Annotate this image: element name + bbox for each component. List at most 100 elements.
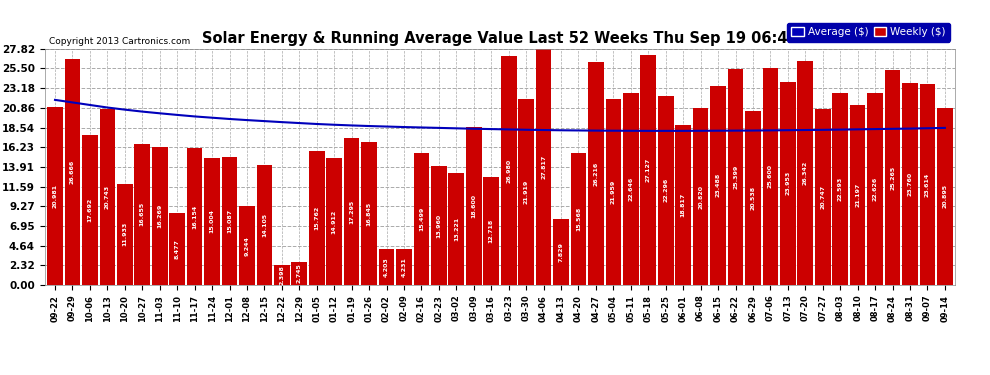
Bar — [536, 49, 551, 285]
Bar — [658, 96, 673, 285]
Bar — [641, 55, 656, 285]
Text: 26.666: 26.666 — [70, 160, 75, 184]
Text: 25.265: 25.265 — [890, 166, 895, 190]
Bar — [48, 107, 63, 285]
Text: 18.817: 18.817 — [681, 193, 686, 217]
Text: 15.762: 15.762 — [314, 206, 319, 230]
Text: 22.646: 22.646 — [629, 177, 634, 201]
Text: 16.154: 16.154 — [192, 204, 197, 228]
Text: 20.895: 20.895 — [942, 184, 947, 209]
Bar — [100, 109, 115, 285]
Bar — [797, 61, 813, 285]
Text: 13.221: 13.221 — [453, 217, 458, 241]
Text: 25.399: 25.399 — [733, 165, 738, 189]
Bar — [396, 249, 412, 285]
Text: 13.960: 13.960 — [437, 214, 442, 238]
Legend: Average ($), Weekly ($): Average ($), Weekly ($) — [787, 23, 950, 42]
Text: 27.127: 27.127 — [645, 158, 650, 182]
Text: 26.342: 26.342 — [803, 161, 808, 185]
Text: 23.614: 23.614 — [925, 172, 930, 197]
Bar — [780, 82, 796, 285]
Text: 15.087: 15.087 — [227, 209, 232, 233]
Bar — [169, 213, 185, 285]
Bar — [553, 219, 569, 285]
Text: 22.626: 22.626 — [872, 177, 877, 201]
Text: 14.912: 14.912 — [332, 210, 337, 234]
Bar — [135, 144, 150, 285]
Bar — [745, 111, 760, 285]
Bar — [361, 142, 377, 285]
Text: 15.004: 15.004 — [210, 209, 215, 233]
Text: 7.829: 7.829 — [558, 242, 563, 262]
Text: 20.981: 20.981 — [52, 184, 57, 208]
Text: 14.105: 14.105 — [262, 213, 267, 237]
Bar — [815, 109, 831, 285]
Bar — [379, 249, 394, 285]
Bar — [501, 56, 517, 285]
Bar — [833, 93, 848, 285]
Bar — [570, 153, 586, 285]
Bar — [466, 127, 481, 285]
Bar — [82, 135, 98, 285]
Text: 20.820: 20.820 — [698, 184, 703, 209]
Bar — [291, 262, 307, 285]
Bar — [920, 84, 936, 285]
Text: 15.568: 15.568 — [576, 207, 581, 231]
Text: 17.295: 17.295 — [349, 200, 354, 224]
Text: 18.600: 18.600 — [471, 194, 476, 218]
Text: 22.593: 22.593 — [838, 177, 842, 201]
Bar — [117, 184, 133, 285]
Bar — [902, 83, 918, 285]
Text: 4.231: 4.231 — [402, 257, 407, 277]
Bar — [256, 165, 272, 285]
Bar — [588, 62, 604, 285]
Bar — [762, 68, 778, 285]
Bar — [519, 99, 534, 285]
Text: Copyright 2013 Cartronics.com: Copyright 2013 Cartronics.com — [50, 38, 190, 46]
Bar — [623, 93, 639, 285]
Text: 25.600: 25.600 — [768, 164, 773, 188]
Bar — [274, 265, 290, 285]
Bar — [414, 153, 430, 285]
Text: 20.743: 20.743 — [105, 185, 110, 209]
Text: 23.488: 23.488 — [716, 173, 721, 197]
Bar — [675, 125, 691, 285]
Text: 20.747: 20.747 — [821, 185, 826, 209]
Bar — [710, 86, 726, 285]
Text: 23.953: 23.953 — [785, 171, 790, 195]
Bar — [849, 105, 865, 285]
Bar — [344, 138, 359, 285]
Text: 26.216: 26.216 — [593, 162, 598, 186]
Text: 2.398: 2.398 — [279, 265, 284, 285]
Bar — [483, 177, 499, 285]
Bar — [309, 151, 325, 285]
Text: 17.692: 17.692 — [87, 198, 92, 222]
Text: 22.296: 22.296 — [663, 178, 668, 203]
Bar — [885, 70, 900, 285]
Bar — [222, 157, 238, 285]
Bar — [327, 158, 342, 285]
Text: 12.718: 12.718 — [489, 219, 494, 243]
Text: 16.845: 16.845 — [366, 201, 371, 226]
Text: 20.538: 20.538 — [750, 186, 755, 210]
Bar — [431, 166, 446, 285]
Bar — [151, 147, 167, 285]
Text: 26.980: 26.980 — [506, 158, 511, 183]
Text: 15.499: 15.499 — [419, 207, 424, 231]
Bar — [937, 108, 952, 285]
Text: 4.203: 4.203 — [384, 257, 389, 277]
Text: 21.197: 21.197 — [855, 183, 860, 207]
Bar — [606, 99, 621, 285]
Text: 16.655: 16.655 — [140, 202, 145, 226]
Text: 21.919: 21.919 — [524, 180, 529, 204]
Bar — [448, 173, 464, 285]
Bar — [693, 108, 709, 285]
Title: Solar Energy & Running Average Value Last 52 Weeks Thu Sep 19 06:49: Solar Energy & Running Average Value Las… — [202, 31, 798, 46]
Text: 27.817: 27.817 — [542, 155, 546, 179]
Bar — [64, 58, 80, 285]
Text: 9.244: 9.244 — [245, 236, 249, 256]
Text: 16.269: 16.269 — [157, 204, 162, 228]
Text: 21.959: 21.959 — [611, 180, 616, 204]
Text: 23.760: 23.760 — [908, 172, 913, 196]
Bar — [240, 207, 254, 285]
